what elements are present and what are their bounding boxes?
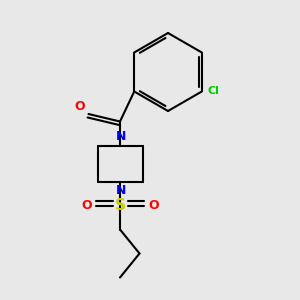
Text: S: S	[115, 198, 125, 213]
Text: O: O	[82, 199, 92, 212]
Text: Cl: Cl	[207, 86, 219, 97]
Text: N: N	[116, 130, 126, 143]
Text: O: O	[75, 100, 86, 112]
Text: O: O	[148, 199, 158, 212]
Text: N: N	[116, 184, 126, 197]
